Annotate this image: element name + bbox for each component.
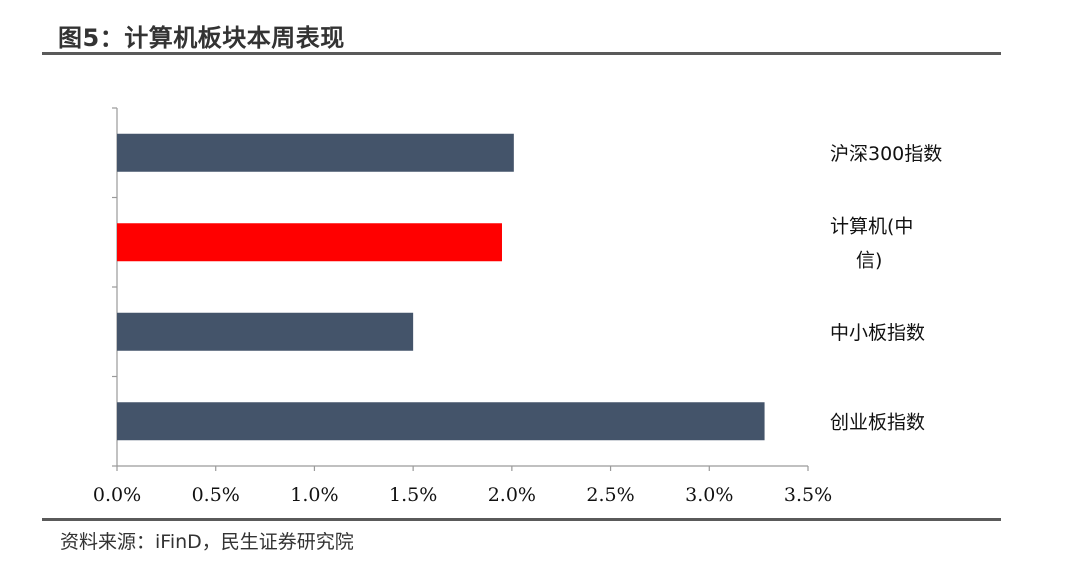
bar (117, 312, 414, 351)
category-label: 沪深300指数 (830, 143, 942, 165)
bar (117, 402, 765, 441)
x-tick-label: 2.0% (488, 484, 536, 506)
bar (117, 133, 514, 172)
x-tick-label: 3.5% (784, 484, 832, 506)
chart-bars (117, 133, 765, 441)
x-tick-labels: 0.0% 0.5% 1.0% 1.5% 2.0% 2.5% 3.0% 3.5% (93, 484, 832, 506)
x-tick-label: 1.0% (290, 484, 338, 506)
title-rule (42, 52, 1001, 55)
category-label: 创业板指数 (830, 411, 925, 433)
x-tick-label: 0.0% (93, 484, 141, 506)
figure-title: 图5：计算机板块本周表现 (58, 24, 345, 52)
category-label: 计算机(中信) (830, 215, 913, 271)
footer-rule (42, 518, 1001, 521)
bar (117, 223, 502, 262)
x-tick-label: 3.0% (685, 484, 733, 506)
x-tick-label: 1.5% (389, 484, 437, 506)
source-note: 资料来源：iFinD，民生证券研究院 (60, 531, 354, 553)
x-tick-label: 2.5% (586, 484, 634, 506)
x-tick-label: 0.5% (192, 484, 240, 506)
category-label: 中小板指数 (830, 322, 925, 344)
